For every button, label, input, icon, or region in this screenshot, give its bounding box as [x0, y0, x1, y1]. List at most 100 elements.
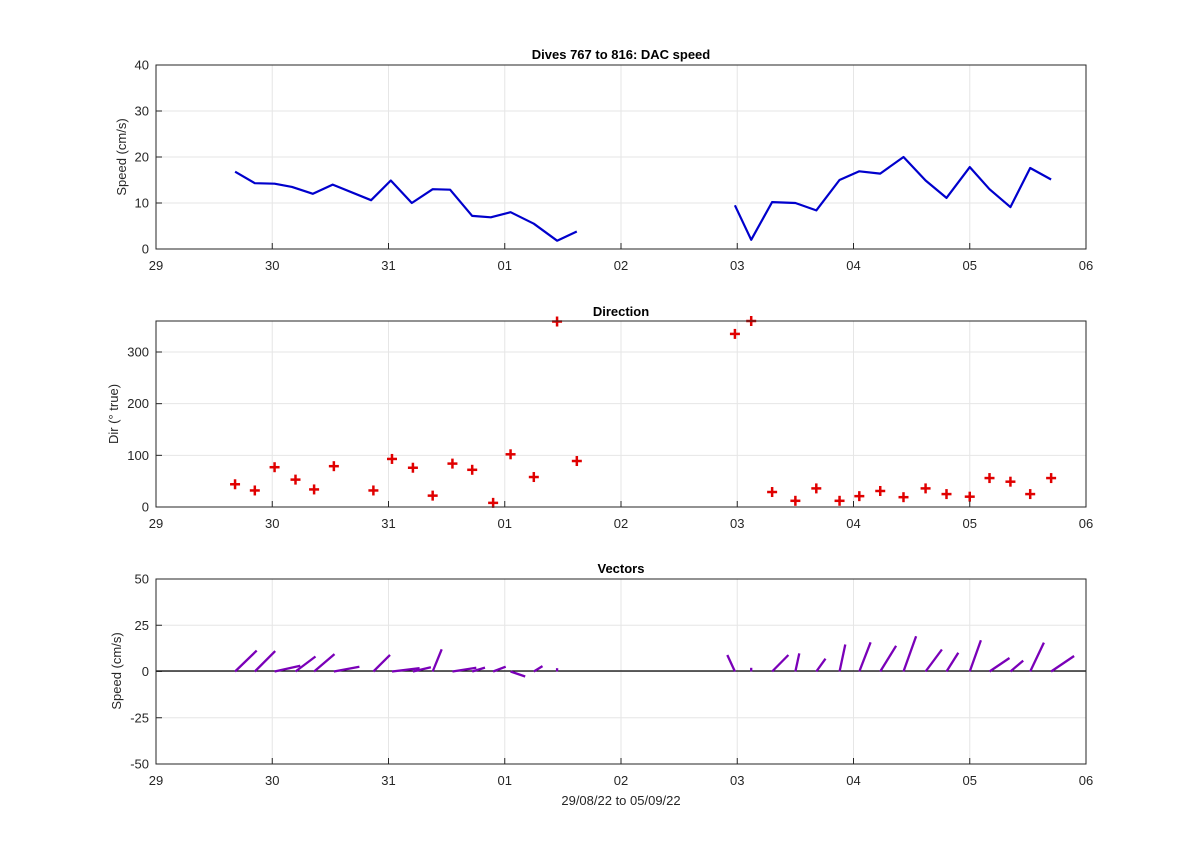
vector-stick — [533, 665, 544, 673]
speed-y-tick-label: 0 — [142, 242, 149, 257]
speed-x-tick-label: 29 — [149, 258, 163, 273]
vector-stick — [492, 665, 507, 673]
direction-point — [1005, 476, 1016, 487]
vector-y-tick-label: -25 — [130, 710, 149, 725]
direction-point — [875, 485, 886, 496]
direction-point — [811, 483, 822, 494]
direction-point — [528, 472, 539, 483]
speed-y-tick-label: 20 — [135, 150, 149, 165]
speed-ylabel: Speed (cm/s) — [114, 118, 129, 195]
direction-point — [571, 456, 582, 467]
vector-x-tick-label: 06 — [1079, 773, 1093, 788]
direction-point — [898, 492, 909, 503]
direction-x-tick-label: 03 — [730, 516, 744, 531]
direction-ylabel: Dir (° true) — [106, 384, 121, 444]
speed-x-tick-label: 04 — [846, 258, 860, 273]
speed-series — [234, 155, 1052, 242]
vector-x-tick-label: 01 — [498, 773, 512, 788]
vector-stick — [294, 655, 317, 673]
vector-y-tick-label: -50 — [130, 757, 149, 772]
speed-y-ticks: 0 10 20 30 40 — [135, 58, 162, 257]
direction-point — [290, 474, 301, 485]
speed-x-tick-label: 05 — [963, 258, 977, 273]
vector-stick — [391, 667, 420, 673]
vector-x-ticks: 29 30 31 01 02 03 04 05 06 — [149, 758, 1093, 788]
speed-x-ticks: 29 30 31 01 02 03 04 05 06 — [149, 243, 1093, 273]
speed-title: Dives 767 to 816: DAC speed — [532, 47, 711, 62]
direction-point — [328, 461, 339, 472]
direction-x-tick-label: 06 — [1079, 516, 1093, 531]
direction-title: Direction — [593, 304, 649, 319]
vector-stick — [771, 654, 790, 673]
vector-stick — [838, 644, 847, 672]
direction-point — [269, 462, 280, 473]
direction-point — [407, 462, 418, 473]
speed-y-tick-label: 40 — [135, 58, 149, 73]
speed-panel: 0 10 20 30 40 29 30 31 01 02 03 04 05 06 Dives 767 t… — [114, 47, 1093, 273]
vector-x-tick-label: 03 — [730, 773, 744, 788]
vector-stick — [234, 649, 258, 673]
vector-stick — [726, 654, 736, 672]
direction-x-tick-label: 04 — [846, 516, 860, 531]
direction-x-tick-label: 30 — [265, 516, 279, 531]
vector-title: Vectors — [598, 561, 645, 576]
vector-stick — [924, 648, 943, 673]
direction-point — [1046, 473, 1057, 484]
vector-stick — [313, 653, 336, 673]
direction-x-tick-label: 01 — [498, 516, 512, 531]
direction-y-ticks: 0 100 200 300 — [127, 345, 162, 515]
vector-y-tick-label: 25 — [135, 618, 149, 633]
direction-point — [368, 485, 379, 496]
vector-y-tick-label: 50 — [135, 572, 149, 587]
vector-stick — [452, 666, 477, 673]
direction-point — [767, 487, 778, 498]
speed-x-tick-label: 01 — [498, 258, 512, 273]
vector-stick — [1050, 655, 1075, 673]
direction-point — [386, 453, 397, 464]
speed-y-tick-label: 10 — [135, 196, 149, 211]
vector-panel: -50 -25 0 25 50 29 30 31 01 02 03 04 05 06 Vectors S… — [109, 561, 1093, 808]
speed-grid — [156, 65, 1086, 249]
vector-stick — [253, 650, 277, 673]
direction-y-tick-label: 200 — [127, 396, 149, 411]
direction-point — [1025, 489, 1036, 500]
vector-y-tick-label: 0 — [142, 664, 149, 679]
figure-xlabel: 29/08/22 to 05/09/22 — [561, 793, 680, 808]
vector-y-ticks: -50 -25 0 25 50 — [130, 572, 162, 772]
vector-ylabel: Speed (cm/s) — [109, 632, 124, 709]
direction-point — [790, 495, 801, 506]
direction-point — [230, 479, 241, 490]
direction-y-tick-label: 0 — [142, 500, 149, 515]
direction-y-tick-label: 300 — [127, 345, 149, 360]
speed-y-tick-label: 30 — [135, 104, 149, 119]
vector-x-tick-label: 05 — [963, 773, 977, 788]
vector-stick — [1029, 642, 1045, 672]
speed-x-tick-label: 31 — [381, 258, 395, 273]
vector-x-tick-label: 04 — [846, 773, 860, 788]
vector-stick — [333, 665, 360, 673]
vector-x-tick-label: 29 — [149, 773, 163, 788]
vector-stick — [412, 666, 432, 673]
direction-point — [427, 490, 438, 501]
direction-x-tick-label: 05 — [963, 516, 977, 531]
vector-x-tick-label: 30 — [265, 773, 279, 788]
vector-stick — [945, 652, 960, 673]
vector-stick — [510, 670, 526, 678]
vector-stick — [902, 635, 918, 672]
speed-x-tick-label: 30 — [265, 258, 279, 273]
vector-x-tick-label: 02 — [614, 773, 628, 788]
direction-point — [309, 484, 320, 495]
vector-stick — [815, 658, 827, 673]
vector-series — [234, 635, 1075, 678]
direction-x-tick-label: 31 — [381, 516, 395, 531]
direction-x-tick-label: 29 — [149, 516, 163, 531]
direction-point — [447, 458, 458, 469]
direction-point — [488, 497, 499, 508]
direction-point — [964, 491, 975, 502]
direction-point — [941, 489, 952, 500]
speed-line-segment — [234, 170, 578, 242]
direction-x-tick-label: 02 — [614, 516, 628, 531]
vector-stick — [968, 639, 982, 672]
